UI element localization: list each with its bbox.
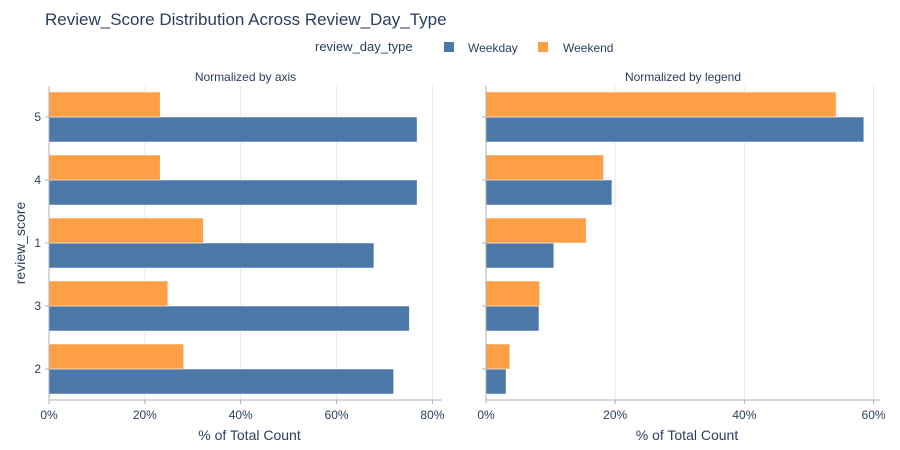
legend: review_day_type Weekday Weekend bbox=[315, 39, 613, 55]
y-tick-label: 3 bbox=[34, 299, 41, 313]
bar-weekend-score-4[interactable] bbox=[48, 154, 161, 181]
x-axis-title: % of Total Count bbox=[636, 427, 739, 443]
subplot-title: Normalized by legend bbox=[625, 70, 741, 84]
bar-weekday-score-1[interactable] bbox=[48, 242, 375, 269]
bar-weekend-score-1[interactable] bbox=[485, 217, 587, 244]
bar-weekday-score-3[interactable] bbox=[485, 305, 540, 332]
bar-weekend-score-2[interactable] bbox=[48, 343, 184, 370]
y-axis-title: review_score bbox=[12, 202, 28, 285]
chart-title: Review_Score Distribution Across Review_… bbox=[45, 10, 447, 29]
bar-weekend-score-4[interactable] bbox=[485, 154, 604, 181]
x-tick-label: 0% bbox=[40, 408, 58, 422]
bar-weekday-score-4[interactable] bbox=[48, 179, 418, 206]
x-tick-label: 60% bbox=[862, 408, 886, 422]
x-axis-title: % of Total Count bbox=[198, 427, 301, 443]
y-tick-label: 5 bbox=[34, 110, 41, 124]
x-tick-label: 20% bbox=[603, 408, 627, 422]
bar-weekend-score-3[interactable] bbox=[48, 280, 169, 307]
legend-swatch-weekday[interactable] bbox=[444, 42, 454, 52]
bar-weekday-score-4[interactable] bbox=[485, 179, 613, 206]
bar-weekday-score-2[interactable] bbox=[485, 368, 507, 395]
y-tick-label: 2 bbox=[34, 362, 41, 376]
x-tick-label: 40% bbox=[732, 408, 756, 422]
x-tick-label: 0% bbox=[477, 408, 495, 422]
bar-weekday-score-1[interactable] bbox=[485, 242, 555, 269]
x-tick-label: 60% bbox=[325, 408, 349, 422]
legend-label-weekday[interactable]: Weekday bbox=[468, 41, 518, 55]
subplot-normalized-by-legend: 0% 20% 40% 60% Normalized by legend % of Tota… bbox=[477, 70, 886, 443]
bar-weekend-score-2[interactable] bbox=[485, 343, 511, 370]
bar-weekday-score-5[interactable] bbox=[48, 116, 418, 143]
bar-weekend-score-5[interactable] bbox=[485, 91, 837, 118]
bar-weekend-score-3[interactable] bbox=[485, 280, 540, 307]
y-tick-label: 4 bbox=[34, 173, 41, 187]
legend-title: review_day_type bbox=[315, 39, 413, 54]
bar-weekend-score-5[interactable] bbox=[48, 91, 161, 118]
bar-weekend-score-1[interactable] bbox=[48, 217, 204, 244]
legend-swatch-weekend[interactable] bbox=[538, 42, 548, 52]
legend-label-weekend[interactable]: Weekend bbox=[563, 41, 613, 55]
y-tick-label: 1 bbox=[34, 236, 41, 250]
bar-weekday-score-5[interactable] bbox=[485, 116, 865, 143]
x-tick-label: 20% bbox=[133, 408, 157, 422]
bar-weekday-score-3[interactable] bbox=[48, 305, 410, 332]
subplot-title: Normalized by axis bbox=[195, 70, 296, 84]
x-tick-label: 80% bbox=[420, 408, 444, 422]
x-tick-label: 40% bbox=[229, 408, 253, 422]
bar-weekday-score-2[interactable] bbox=[48, 368, 394, 395]
